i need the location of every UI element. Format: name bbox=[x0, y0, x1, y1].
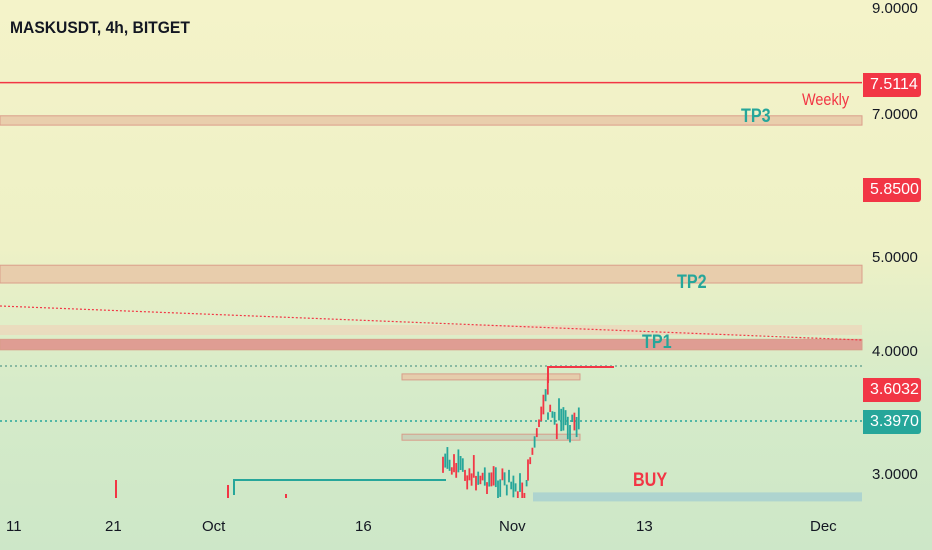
x-tick: 16 bbox=[355, 518, 372, 535]
x-tick: Dec bbox=[810, 518, 837, 535]
price-badge: 5.8500 bbox=[863, 178, 921, 202]
x-tick: 11 bbox=[6, 518, 22, 535]
y-tick: 9.0000 bbox=[872, 0, 918, 17]
x-tick: Oct bbox=[202, 518, 226, 535]
tp2-label: TP2 bbox=[677, 272, 707, 293]
y-tick: 3.0000 bbox=[872, 466, 918, 483]
zone-rect bbox=[0, 338, 863, 351]
price-badge: 7.5114 bbox=[863, 73, 921, 97]
tp1-label: TP1 bbox=[642, 332, 672, 353]
zone-rect bbox=[401, 373, 581, 381]
weekly-label: Weekly bbox=[802, 90, 850, 109]
zone-rect bbox=[0, 264, 863, 284]
y-tick: 5.0000 bbox=[872, 249, 918, 266]
x-tick: 13 bbox=[636, 518, 653, 535]
y-tick: 4.0000 bbox=[872, 343, 918, 360]
zone-rect bbox=[533, 492, 862, 502]
tp3-label: TP3 bbox=[741, 106, 771, 127]
x-tick: 21 bbox=[105, 518, 122, 535]
zone-rect bbox=[0, 325, 862, 335]
chart-title: MASKUSDT, 4h, BITGET bbox=[10, 18, 190, 37]
price-badge: 3.6032 bbox=[863, 378, 921, 402]
range-line bbox=[233, 479, 446, 495]
x-tick: Nov bbox=[499, 518, 526, 535]
zone-rect bbox=[0, 115, 863, 126]
y-tick: 7.0000 bbox=[872, 106, 918, 123]
price-badge: 3.3970 bbox=[863, 410, 921, 434]
buy-label: BUY bbox=[633, 470, 668, 491]
zone-rect bbox=[401, 433, 581, 441]
